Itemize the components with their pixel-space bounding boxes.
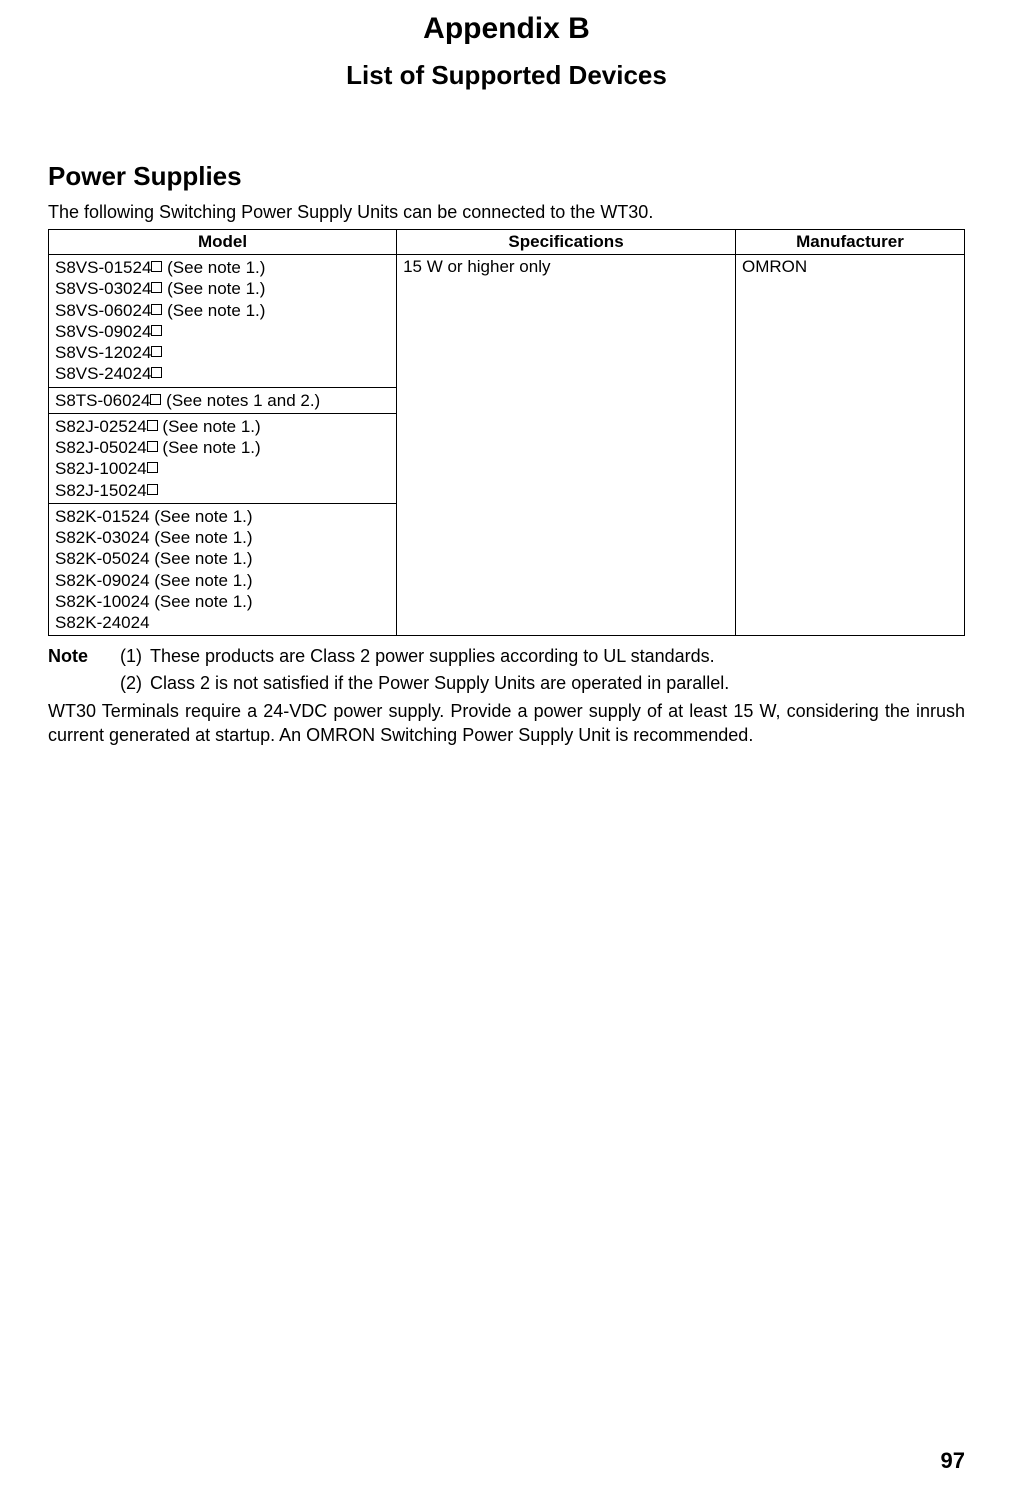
note-text: Class 2 is not satisfied if the Power Su… (150, 673, 965, 694)
appendix-title: Appendix B (48, 12, 965, 46)
note-number: (2) (120, 673, 150, 694)
model-code: S8TS-06024 (55, 391, 150, 410)
model-code: S82J-15024 (55, 481, 147, 500)
header-model: Model (49, 230, 397, 255)
model-line: S82K-24024 (55, 612, 390, 633)
model-code: S8VS-12024 (55, 343, 151, 362)
note-row: (2) Class 2 is not satisfied if the Powe… (48, 673, 965, 694)
model-code: S82K-10024 (55, 592, 150, 611)
model-note: (See note 1.) (150, 571, 253, 590)
notes-block: Note (1) These products are Class 2 powe… (48, 646, 965, 694)
model-line: S8VS-03024 (See note 1.) (55, 278, 390, 299)
model-cell: S82K-01524 (See note 1.)S82K-03024 (See … (49, 503, 397, 636)
model-code: S82K-05024 (55, 549, 150, 568)
model-code: S8VS-24024 (55, 364, 151, 383)
model-code: S82K-01524 (55, 507, 150, 526)
note-label: Note (48, 646, 120, 667)
model-note: (See note 1.) (150, 592, 253, 611)
model-line: S8VS-06024 (See note 1.) (55, 300, 390, 321)
placeholder-box-icon (151, 325, 162, 336)
model-code: S82J-10024 (55, 459, 147, 478)
intro-text: The following Switching Power Supply Uni… (48, 202, 965, 223)
model-line: S8VS-24024 (55, 363, 390, 384)
model-line: S82K-01524 (See note 1.) (55, 506, 390, 527)
model-code: S8VS-01524 (55, 258, 151, 277)
appendix-subtitle: List of Supported Devices (48, 60, 965, 91)
model-note: (See note 1.) (162, 279, 265, 298)
header-spec: Specifications (397, 230, 736, 255)
model-note: (See note 1.) (162, 301, 265, 320)
model-code: S8VS-03024 (55, 279, 151, 298)
section-heading: Power Supplies (48, 161, 965, 192)
placeholder-box-icon (151, 304, 162, 315)
model-code: S8VS-09024 (55, 322, 151, 341)
table-row: S8VS-01524 (See note 1.)S8VS-03024 (See … (49, 255, 965, 388)
model-code: S82K-09024 (55, 571, 150, 590)
model-note: (See note 1.) (150, 528, 253, 547)
model-cell: S82J-02524 (See note 1.)S82J-05024 (See … (49, 413, 397, 503)
model-line: S8VS-09024 (55, 321, 390, 342)
model-line: S82K-10024 (See note 1.) (55, 591, 390, 612)
note-number: (1) (120, 646, 150, 667)
model-note: (See note 1.) (158, 417, 261, 436)
model-line: S82J-02524 (See note 1.) (55, 416, 390, 437)
model-note: (See note 1.) (150, 507, 253, 526)
placeholder-box-icon (147, 441, 158, 452)
model-note: (See note 1.) (158, 438, 261, 457)
placeholder-box-icon (151, 346, 162, 357)
model-line: S82K-05024 (See note 1.) (55, 548, 390, 569)
placeholder-box-icon (151, 261, 162, 272)
body-paragraph: WT30 Terminals require a 24-VDC power su… (48, 700, 965, 747)
model-cell: S8VS-01524 (See note 1.)S8VS-03024 (See … (49, 255, 397, 388)
header-mfr: Manufacturer (735, 230, 964, 255)
model-note: (See note 1.) (150, 549, 253, 568)
spec-cell: 15 W or higher only (397, 255, 736, 636)
placeholder-box-icon (151, 367, 162, 378)
note-row: Note (1) These products are Class 2 powe… (48, 646, 965, 667)
model-code: S82J-05024 (55, 438, 147, 457)
device-table: Model Specifications Manufacturer S8VS-0… (48, 229, 965, 636)
model-cell: S8TS-06024 (See notes 1 and 2.) (49, 387, 397, 413)
model-line: S82K-09024 (See note 1.) (55, 570, 390, 591)
placeholder-box-icon (151, 282, 162, 293)
model-note: (See notes 1 and 2.) (161, 391, 320, 410)
model-line: S8TS-06024 (See notes 1 and 2.) (55, 390, 390, 411)
placeholder-box-icon (147, 484, 158, 495)
model-code: S8VS-06024 (55, 301, 151, 320)
placeholder-box-icon (150, 394, 161, 405)
model-note: (See note 1.) (162, 258, 265, 277)
placeholder-box-icon (147, 462, 158, 473)
model-line: S8VS-12024 (55, 342, 390, 363)
model-line: S82J-15024 (55, 480, 390, 501)
placeholder-box-icon (147, 420, 158, 431)
model-line: S82J-05024 (See note 1.) (55, 437, 390, 458)
page-number: 97 (941, 1448, 965, 1474)
model-code: S82K-03024 (55, 528, 150, 547)
model-code: S82J-02524 (55, 417, 147, 436)
note-label-empty (48, 673, 120, 694)
table-header-row: Model Specifications Manufacturer (49, 230, 965, 255)
model-line: S8VS-01524 (See note 1.) (55, 257, 390, 278)
model-line: S82K-03024 (See note 1.) (55, 527, 390, 548)
note-text: These products are Class 2 power supplie… (150, 646, 965, 667)
model-code: S82K-24024 (55, 613, 150, 632)
manufacturer-cell: OMRON (735, 255, 964, 636)
model-line: S82J-10024 (55, 458, 390, 479)
